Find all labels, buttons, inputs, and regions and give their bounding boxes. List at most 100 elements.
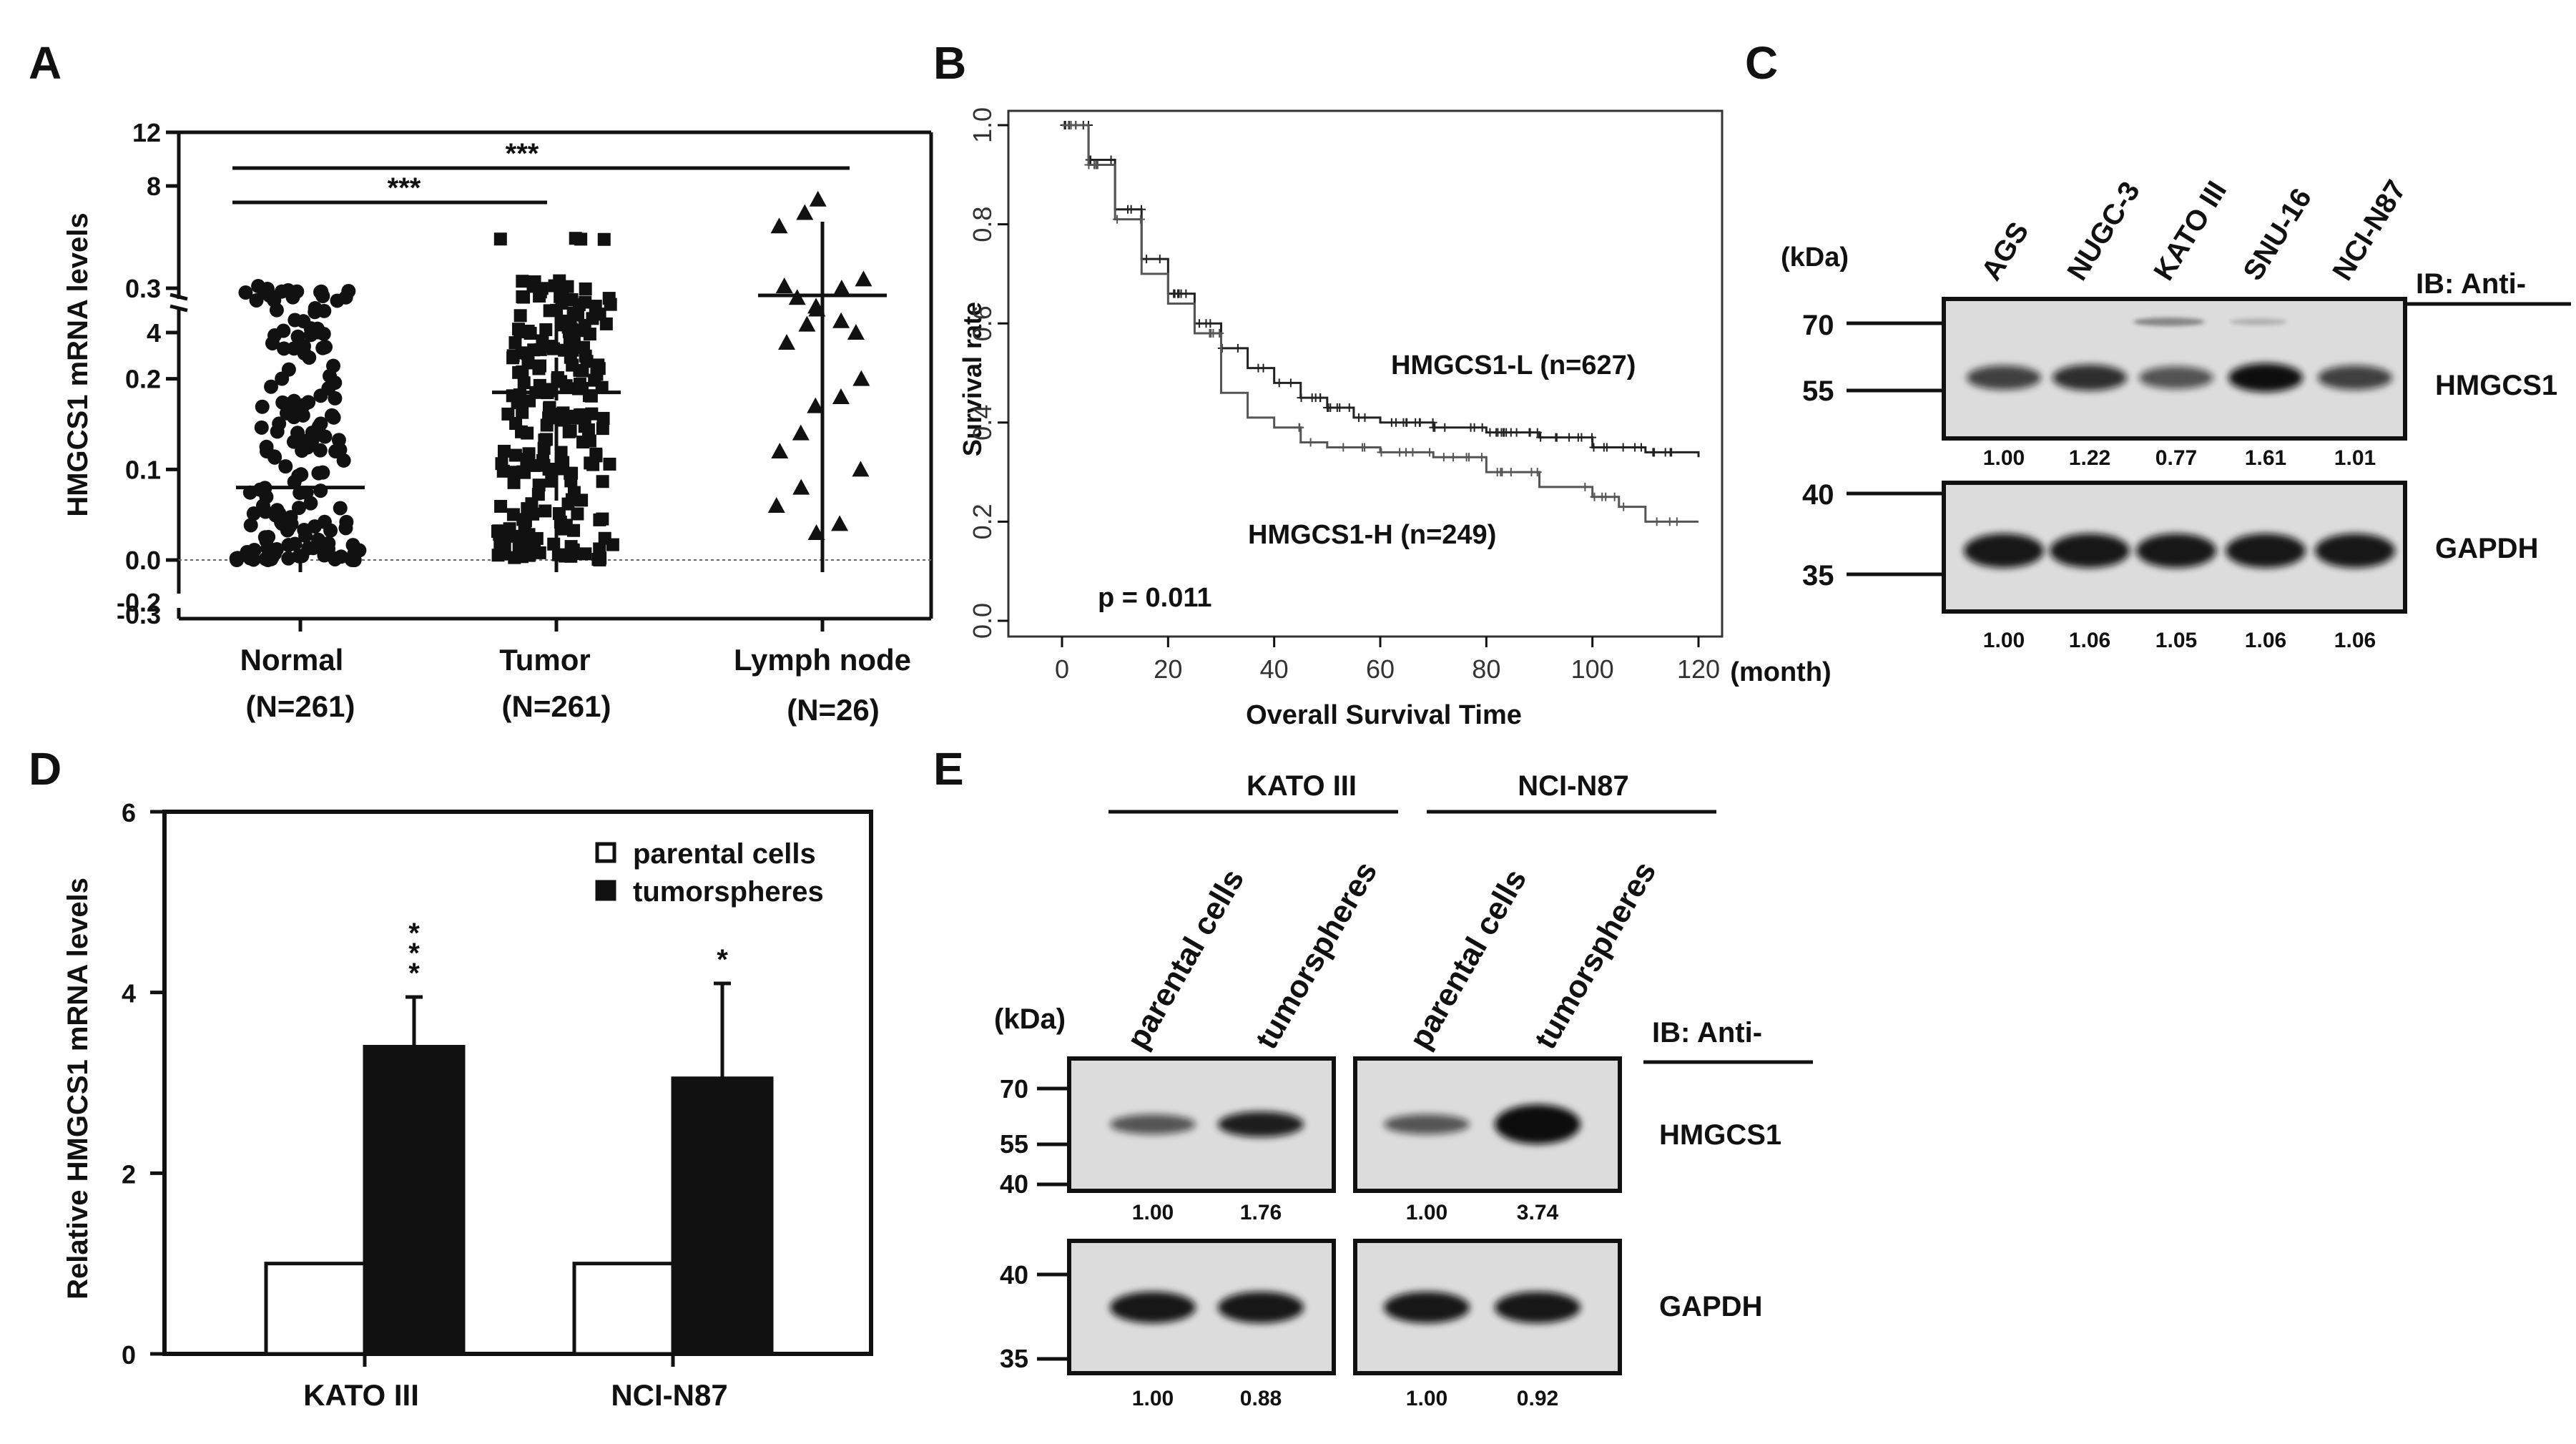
a-point-tumor (523, 394, 536, 408)
a-point-tumor (507, 476, 521, 489)
e-band-hmgcs1 (1384, 1114, 1470, 1134)
b-censor-mark (1573, 433, 1583, 442)
a-point-normal (278, 459, 293, 474)
a-point-normal (272, 506, 287, 521)
marker-c-70: 70 (1802, 310, 1834, 341)
c-band-gapdh (2136, 534, 2216, 568)
b-ytick-label: 0.4 (968, 405, 997, 441)
group-label-tumor: Tumor (499, 643, 591, 677)
b-censor-mark (1066, 121, 1076, 129)
b-censor-mark (1631, 443, 1640, 452)
b-ytick-label: 0.8 (968, 207, 997, 242)
a-point-normal (313, 416, 328, 431)
a-point-tumor (521, 426, 534, 440)
blot-c-hmgcs1-quant: 1.00 1.22 0.77 1.61 1.01 (1983, 446, 2376, 470)
b-censor-mark (1493, 428, 1503, 437)
group-label-lymph-node: Lymph node (734, 643, 911, 677)
a-point-normal (287, 313, 303, 328)
a-point-normal (281, 362, 296, 377)
panel-b-letter: B (933, 37, 966, 89)
c-quant-gapdh: 1.00 (1983, 629, 2025, 652)
c-lane-label: KATO III (2148, 176, 2233, 286)
a-point-normal (314, 284, 329, 299)
b-censor-mark (1360, 413, 1370, 422)
e-quant-gapdh: 0.88 (1240, 1387, 1282, 1410)
a-point-normal (258, 551, 273, 566)
b-xtick-label: 40 (1260, 654, 1289, 684)
b-censor-mark (1462, 453, 1471, 462)
d-bar-parental (572, 1262, 675, 1356)
group-n-normal: (N=261) (246, 689, 355, 723)
a-point-tumor (518, 514, 532, 528)
b-censor-mark (1527, 468, 1536, 477)
legend-swatch-tumorspheres (595, 880, 616, 901)
a-point-normal (311, 532, 326, 547)
protein-c-hmgcs1: HMGCS1 (2435, 370, 2557, 401)
blot-c-hmgcs1-bands (1967, 318, 2392, 393)
a-point-tumor (599, 317, 613, 330)
b-ytick-label: 0.6 (968, 305, 997, 341)
d-bar-tumorspheres (363, 1044, 466, 1356)
d-category-label: KATO III (303, 1378, 419, 1412)
panel-e: E KATO III NCI-N87 parental cellstumorsp… (933, 743, 1813, 1410)
group-label-normal: Normal (240, 643, 344, 677)
a-point-lymph-node (792, 424, 810, 441)
a-point-normal (267, 449, 282, 464)
b-censor-mark (1106, 155, 1116, 164)
a-point-tumor (555, 296, 569, 310)
a-point-normal (328, 551, 343, 566)
a-point-tumor (556, 406, 570, 420)
a-point-tumor (516, 406, 529, 419)
a-point-tumor (555, 462, 569, 476)
a-point-lymph-node (778, 334, 796, 350)
series-label-hmgcs1-l: HMGCS1-L (n=627) (1391, 350, 1636, 380)
a-point-tumor (598, 531, 611, 545)
b-censor-mark (1194, 319, 1204, 328)
a-point-normal (345, 538, 360, 553)
a-break-mark (169, 304, 188, 313)
b-censor-mark (1295, 423, 1304, 432)
b-censor-mark (1339, 443, 1348, 452)
a-point-tumor (513, 325, 527, 338)
d-ytick-label: 4 (122, 979, 136, 1008)
panel-d-ylabel: Relative HMGCS1 mRNA levels (62, 878, 94, 1300)
blot-c-gapdh-bands (1964, 534, 2395, 568)
panel-d-letter: D (29, 743, 62, 795)
a-point-tumor (590, 368, 604, 381)
a-point-lymph-node (775, 277, 793, 293)
a-point-normal (238, 285, 253, 300)
a-point-normal (240, 544, 255, 559)
d-ytick-label: 0 (122, 1340, 136, 1370)
b-censor-mark (1552, 433, 1561, 442)
a-point-lymph-node (855, 270, 872, 287)
panel-c-ib: IB: Anti- (2416, 268, 2526, 300)
legend-label-tumorspheres: tumorspheres (633, 876, 824, 908)
panel-b-ylabel: Survival rate (958, 302, 987, 456)
a-point-tumor (597, 232, 611, 246)
a-point-tumor (506, 351, 520, 365)
a-point-tumor (562, 425, 576, 438)
a-point-normal (292, 549, 307, 564)
legend-swatch-parental (595, 842, 616, 863)
b-censor-mark (1580, 482, 1590, 491)
e-quant-gapdh: 1.00 (1132, 1387, 1174, 1410)
a-point-tumor (596, 475, 609, 488)
a-point-tumor (578, 319, 591, 333)
panel-b-curves (1060, 121, 1700, 526)
a-point-normal (336, 453, 351, 468)
a-point-normal (260, 541, 275, 556)
a-point-tumor (493, 232, 507, 246)
a-point-tumor (498, 539, 511, 552)
c-band-gapdh (2050, 534, 2130, 568)
e-lane-label: parental cells (1402, 863, 1533, 1055)
b-censor-mark (1536, 433, 1545, 442)
panel-a: A HMGCS1 mRNA levels 0.3 0.2 0.1 0.0 -0.2-0.… (29, 37, 933, 727)
e-band-gapdh (1218, 1292, 1304, 1323)
b-censor-mark (1439, 453, 1448, 462)
a-ytick-label: -0.3 (117, 600, 161, 629)
b-censor-mark (1209, 329, 1218, 338)
c-lane-label: NUGC-3 (2061, 176, 2146, 285)
a-point-tumor (542, 462, 556, 476)
